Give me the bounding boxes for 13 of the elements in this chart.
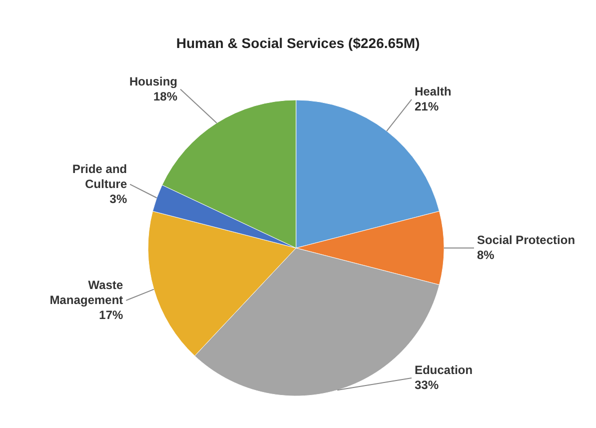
chart-title: Human & Social Services ($226.65M) xyxy=(176,35,420,51)
slice-label: Health xyxy=(414,84,452,98)
data-label: 17% xyxy=(99,308,124,322)
data-label: 33% xyxy=(414,378,439,392)
slice-label: Social Protection xyxy=(477,233,576,247)
data-label: 8% xyxy=(477,248,495,262)
slice-label: Pride and Culture xyxy=(72,162,128,191)
slice-label: Housing xyxy=(129,74,178,88)
slice-label: Waste Management xyxy=(50,278,124,307)
data-label: 3% xyxy=(110,192,128,206)
data-label: 21% xyxy=(414,99,439,114)
data-label: 18% xyxy=(153,89,178,104)
slice-label: Education xyxy=(414,363,473,377)
